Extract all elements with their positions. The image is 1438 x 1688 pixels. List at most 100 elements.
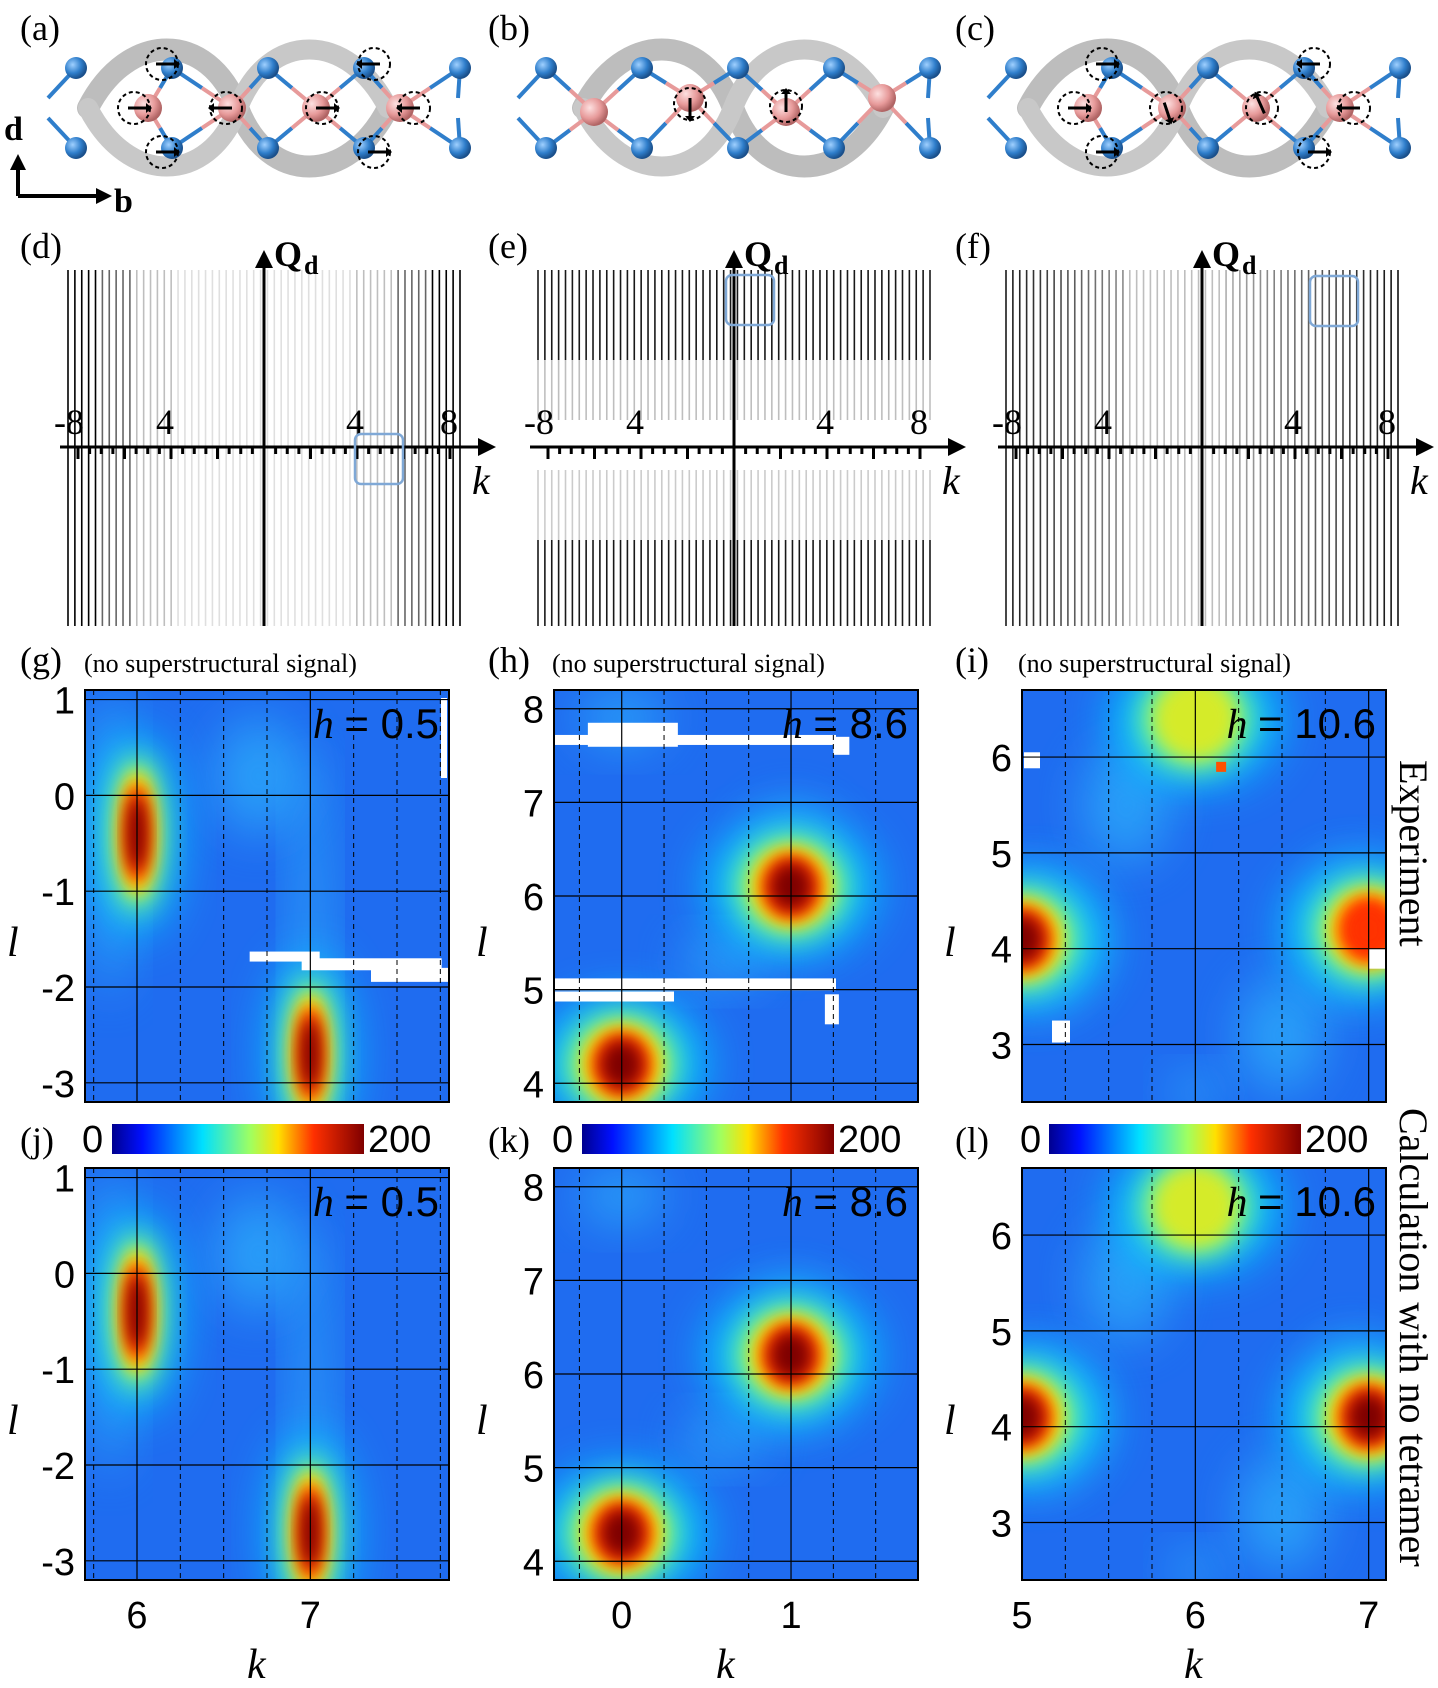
h-symbol: h <box>313 1180 345 1226</box>
atom-blue <box>919 57 941 79</box>
panel-label-g: (g) <box>20 640 62 680</box>
colorbar-max-j: 200 <box>368 1119 431 1161</box>
atom-blue <box>823 57 845 79</box>
atom-blue <box>631 137 653 159</box>
heatmap-texture-blob <box>215 1196 302 1312</box>
atom-blue <box>631 57 653 79</box>
axis-d-label: d <box>4 111 23 148</box>
heatmap-texture-blob <box>680 938 766 985</box>
structure-panel-a <box>46 38 471 178</box>
k-axis-arrowhead <box>478 438 496 456</box>
mask-gap <box>441 698 447 778</box>
panel-label-d: (d) <box>20 226 62 266</box>
y-tick-label: 5 <box>991 1312 1012 1354</box>
h-value-label: h = 8.6 <box>782 700 908 748</box>
peak-core <box>1022 1393 1043 1442</box>
displacement-arrowhead <box>1326 147 1332 157</box>
heatmap-panel-l: 6 5 4 3 l h = 10.6 5 6 7 k <box>944 1167 1387 1688</box>
panel-label-k: (k) <box>488 1120 530 1160</box>
no-signal-note-i: (no superstructural signal) <box>1018 649 1291 678</box>
displacement-arrow <box>1255 96 1266 115</box>
y-tick-label: -1 <box>41 1350 75 1392</box>
y-tick-label: 8 <box>523 1168 544 1210</box>
displacement-arrowhead <box>208 103 214 113</box>
highlight-box <box>1308 274 1360 328</box>
qd-axis-arrowhead <box>255 250 273 268</box>
colorbar-max-l: 200 <box>1305 1119 1368 1161</box>
y-tick-label: 6 <box>523 877 544 919</box>
heatmap-panel-h: 8 7 6 5 4 l h = 8.6 <box>476 689 919 1106</box>
atom-blue <box>1197 57 1219 79</box>
y-axis-label: l <box>476 1398 488 1444</box>
y-tick-label: 4 <box>523 1064 544 1106</box>
y-tick-label: 5 <box>523 971 544 1013</box>
heatmap-texture-blob <box>1082 747 1170 863</box>
atom-blue <box>449 57 471 79</box>
no-signal-note-g: (no superstructural signal) <box>84 649 357 678</box>
y-axis-label: l <box>476 920 488 966</box>
displacement-arrow <box>1162 102 1172 120</box>
heatmap-frame <box>84 689 450 1103</box>
y-tick-label: 6 <box>991 1216 1012 1258</box>
k-tick-label: 4 <box>346 402 364 442</box>
atom-blue <box>65 137 87 159</box>
x-tick-label: 0 <box>611 1595 632 1637</box>
peak-core <box>1022 915 1043 964</box>
k-tick-label: -8 <box>54 402 84 442</box>
row-label-calculation: Calculation with no tetramer <box>1391 1108 1436 1567</box>
atom-pink <box>1242 94 1270 122</box>
h-value-label: h = 10.6 <box>1227 700 1376 748</box>
displacement-arrowhead <box>174 59 180 69</box>
h-symbol: h <box>782 702 814 748</box>
hot-pixel <box>1216 761 1227 772</box>
heatmap-frame <box>84 1167 450 1581</box>
y-tick-label: 6 <box>523 1355 544 1397</box>
atom-blue <box>449 137 471 159</box>
x-tick-label: 7 <box>1358 1595 1379 1637</box>
x-tick-label: 1 <box>780 1595 801 1637</box>
panel-label-h: (h) <box>488 640 530 680</box>
heatmap-panel-i: 6 5 4 3 l h = 10.6 <box>944 689 1387 1103</box>
heatmap-texture-blob <box>680 1416 766 1463</box>
lattice-panel-d: -8 4 4 8k Q d <box>54 234 496 626</box>
heatmap-plot-area <box>85 1168 449 1580</box>
colorbar-min-l: 0 <box>1020 1119 1041 1161</box>
colorbar-k: 0 200 <box>552 1119 901 1161</box>
colorbar-j: 0 200 <box>82 1119 431 1161</box>
mask-gap <box>301 958 442 971</box>
displacement-arrowhead <box>334 103 340 113</box>
h-value: = 8.6 <box>813 700 908 747</box>
x-tick-label: 7 <box>300 1595 321 1637</box>
k-axis-label: k <box>942 458 961 503</box>
row-label-experiment: Experiment <box>1391 760 1436 947</box>
heatmap-panel-k: 8 7 6 5 4 l h = 8.6 0 1 k <box>476 1167 919 1688</box>
heatmap-texture-blob <box>215 718 302 834</box>
atom-blue <box>65 57 87 79</box>
mask-gap <box>1368 948 1386 969</box>
highlight-box <box>353 432 405 486</box>
atom-pink <box>1158 94 1186 122</box>
y-tick-label: 5 <box>523 1449 544 1491</box>
atom-blue <box>1389 57 1411 79</box>
panel-label-c: (c) <box>955 8 995 48</box>
heatmap-frame <box>1021 689 1387 1103</box>
h-value: = 0.5 <box>344 700 439 747</box>
k-tick-label: -8 <box>992 402 1022 442</box>
atom-pink <box>868 84 896 112</box>
panel-label-a: (a) <box>20 8 60 48</box>
heatmap-frame <box>553 689 919 1103</box>
h-symbol: h <box>782 1180 814 1226</box>
colorbar-l: 0 200 <box>1020 1119 1368 1161</box>
displacement-arrowhead <box>1165 117 1175 125</box>
h-symbol: h <box>1227 702 1259 748</box>
k-axis-label: k <box>1410 458 1429 503</box>
displacement-arrowhead <box>386 147 392 157</box>
displacement-marker <box>769 89 803 123</box>
atom-blue <box>257 57 279 79</box>
y-tick-label: 6 <box>991 738 1012 780</box>
atom-blue <box>257 137 279 159</box>
y-tick-label: 4 <box>991 930 1012 972</box>
h-value: = 10.6 <box>1258 1178 1376 1225</box>
colorbar-max-k: 200 <box>838 1119 901 1161</box>
mask-gap <box>587 722 678 747</box>
